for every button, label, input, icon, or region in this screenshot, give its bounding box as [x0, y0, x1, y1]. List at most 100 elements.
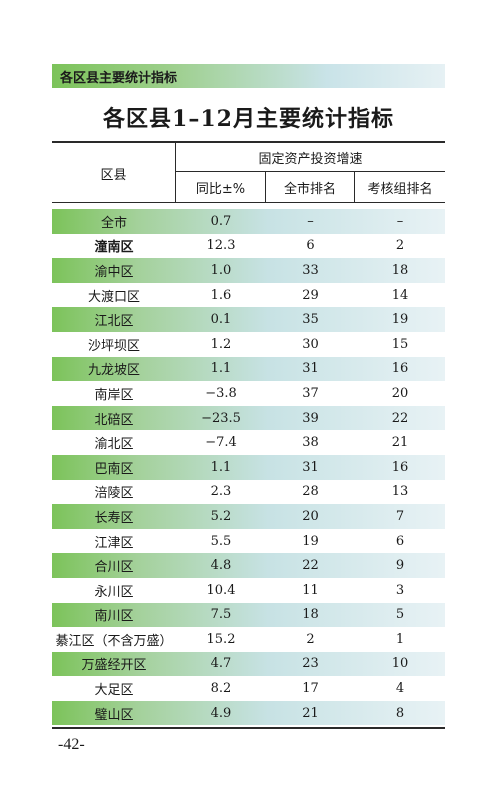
table-row: 渝北区 −7.4 38 21 [52, 430, 445, 455]
yoy-cell: 5.5 [210, 533, 232, 549]
table-row: 江津区 5.5 19 6 [52, 529, 445, 554]
table-row: 大足区 8.2 17 4 [52, 676, 445, 701]
district-cell: 合川区 [94, 560, 134, 576]
city-rank-cell: 30 [302, 336, 319, 352]
table-row: 大渡口区 1.6 29 14 [52, 283, 445, 308]
table-header: 区县 固定资产投资增速 同比±% 全市排名 考核组排名 [52, 141, 445, 203]
table-row: 江北区 0.1 35 19 [52, 307, 445, 332]
city-rank-cell: 38 [302, 435, 319, 451]
group-rank-cell: 22 [391, 410, 409, 426]
group-rank-cell: 14 [391, 287, 409, 303]
district-cell: 江津区 [94, 535, 134, 551]
group-rank-cell: 21 [391, 435, 409, 451]
city-rank-cell: 20 [302, 508, 319, 524]
table-row: 北碚区 −23.5 39 22 [52, 405, 445, 431]
city-rank-cell: 31 [302, 361, 319, 377]
city-rank-cell: 33 [302, 262, 319, 278]
yoy-cell: −23.5 [201, 410, 241, 426]
yoy-cell: 12.3 [206, 238, 236, 254]
city-rank-cell: 18 [302, 607, 319, 623]
group-rank-cell: 7 [395, 508, 405, 524]
city-rank-cell: 31 [302, 459, 319, 475]
header-district: 区县 [52, 143, 176, 203]
header-group-rank: 考核组排名 [367, 182, 433, 197]
district-cell: 綦江区（不含万盛） [55, 633, 173, 649]
yoy-cell: 4.9 [210, 705, 232, 721]
city-rank-cell: 11 [302, 582, 319, 598]
table-row: 长寿区 5.2 20 7 [52, 504, 445, 529]
city-rank-cell: 35 [302, 312, 319, 328]
group-rank-cell: 13 [391, 484, 409, 500]
table-row: 九龙坡区 1.1 31 16 [52, 356, 445, 382]
yoy-cell: 15.2 [206, 631, 236, 647]
group-rank-cell: 8 [395, 705, 405, 721]
city-rank-cell: 37 [302, 385, 319, 401]
header-yoy: 同比±% [176, 172, 266, 203]
group-rank-cell: 5 [395, 607, 405, 623]
group-rank-cell: 16 [391, 459, 409, 475]
group-rank-cell: 2 [395, 238, 405, 254]
yoy-cell: 1.1 [210, 459, 232, 475]
header-investment-growth: 固定资产投资增速 [176, 143, 445, 172]
table-row: 涪陵区 2.3 28 13 [52, 480, 445, 505]
city-rank-cell: 2 [306, 631, 315, 647]
group-rank-cell: 20 [391, 385, 409, 401]
group-rank-cell: 10 [391, 656, 409, 672]
district-cell: 大足区 [94, 683, 134, 699]
group-rank-cell: 16 [391, 361, 409, 377]
group-rank-cell: 1 [395, 631, 405, 647]
city-rank-cell: 6 [306, 238, 315, 254]
group-rank-cell: 4 [395, 681, 405, 697]
table-row: 巴南区 1.1 31 16 [52, 454, 445, 480]
city-rank-cell: 39 [302, 410, 319, 426]
page-number: -42- [58, 736, 85, 753]
group-rank-cell: 18 [391, 262, 409, 278]
district-cell: 北碚区 [94, 412, 134, 428]
table-row: 渝中区 1.0 33 18 [52, 258, 445, 283]
yoy-cell: 7.5 [210, 607, 232, 623]
group-rank-cell: 15 [391, 336, 409, 352]
city-rank-cell: 29 [302, 287, 319, 303]
yoy-cell: 0.1 [210, 312, 232, 328]
page-title: 各区县1–12月主要统计指标 [103, 106, 394, 132]
district-cell: 渝北区 [94, 437, 134, 453]
district-cell: 潼南区 [94, 240, 134, 256]
table-row: 南川区 7.5 18 5 [52, 602, 445, 628]
yoy-cell: −7.4 [205, 435, 237, 451]
city-rank-cell: 28 [302, 484, 319, 500]
yoy-cell: 4.7 [210, 656, 232, 672]
yoy-cell: 1.2 [210, 336, 232, 352]
section-header-band: 各区县主要统计指标 [52, 64, 445, 88]
city-rank-cell: – [307, 213, 314, 229]
district-cell: 九龙坡区 [87, 363, 140, 379]
city-rank-cell: 21 [302, 705, 319, 721]
group-rank-cell: 6 [395, 533, 405, 549]
table-body: 全市 0.7– – 潼南区 12.3 6 2 渝中区 1.0 33 18 大渡口区 1.6 29 14 江北区… [52, 209, 445, 726]
yoy-cell: 2.3 [210, 484, 232, 500]
table-row: 南岸区 −3.8 37 20 [52, 381, 445, 406]
table-row: 綦江区（不含万盛） 15.2 2 1 [52, 627, 445, 652]
yoy-cell: 10.4 [206, 582, 236, 598]
district-cell: 永川区 [94, 584, 134, 600]
table-row: 璧山区 4.9 21 8 [52, 700, 445, 726]
city-rank-cell: 17 [302, 681, 319, 697]
district-cell: 全市 [100, 215, 127, 231]
group-rank-cell: 9 [395, 558, 405, 574]
district-cell: 大渡口区 [87, 289, 140, 305]
group-rank-cell: 19 [391, 312, 409, 328]
district-cell: 巴南区 [94, 461, 134, 477]
city-rank-cell: 19 [302, 533, 319, 549]
section-header-text: 各区县主要统计指标 [60, 70, 178, 86]
yoy-cell: 0.7 [210, 213, 232, 229]
table-row: 万盛经开区 4.7 23 10 [52, 651, 445, 677]
table-row: 潼南区 12.3 6 2 [52, 234, 445, 259]
table-row: 永川区 10.4 11 3 [52, 578, 445, 603]
group-rank-cell: 3 [395, 582, 405, 598]
table-bottom-rule [52, 727, 445, 729]
district-cell: 沙坪坝区 [87, 338, 140, 354]
district-cell: 南川区 [94, 609, 134, 625]
yoy-cell: 5.2 [210, 508, 232, 524]
table-row: 沙坪坝区 1.2 30 15 [52, 332, 445, 357]
header-city-rank: 全市排名 [266, 172, 355, 203]
district-cell: 江北区 [94, 314, 134, 330]
